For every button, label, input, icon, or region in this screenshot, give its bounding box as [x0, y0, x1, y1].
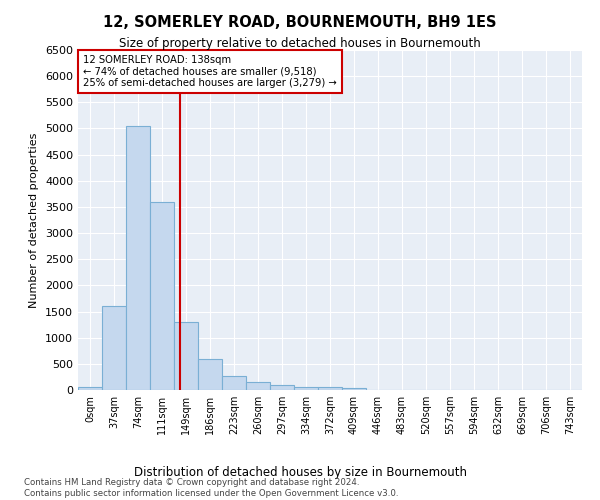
Text: Size of property relative to detached houses in Bournemouth: Size of property relative to detached ho…: [119, 38, 481, 51]
Bar: [127, 126, 149, 390]
Bar: [199, 358, 221, 390]
Bar: [175, 322, 197, 390]
Bar: [151, 202, 173, 390]
Text: Contains HM Land Registry data © Crown copyright and database right 2024.
Contai: Contains HM Land Registry data © Crown c…: [24, 478, 398, 498]
Bar: [271, 385, 293, 390]
Bar: [223, 376, 245, 390]
Bar: [343, 388, 365, 390]
Y-axis label: Number of detached properties: Number of detached properties: [29, 132, 40, 308]
Text: Distribution of detached houses by size in Bournemouth: Distribution of detached houses by size …: [133, 466, 467, 479]
Bar: [319, 388, 341, 390]
Bar: [295, 388, 317, 390]
Bar: [79, 388, 101, 390]
Bar: [247, 382, 269, 390]
Bar: [103, 306, 125, 390]
Text: 12 SOMERLEY ROAD: 138sqm
← 74% of detached houses are smaller (9,518)
25% of sem: 12 SOMERLEY ROAD: 138sqm ← 74% of detach…: [83, 55, 337, 88]
Text: 12, SOMERLEY ROAD, BOURNEMOUTH, BH9 1ES: 12, SOMERLEY ROAD, BOURNEMOUTH, BH9 1ES: [103, 15, 497, 30]
